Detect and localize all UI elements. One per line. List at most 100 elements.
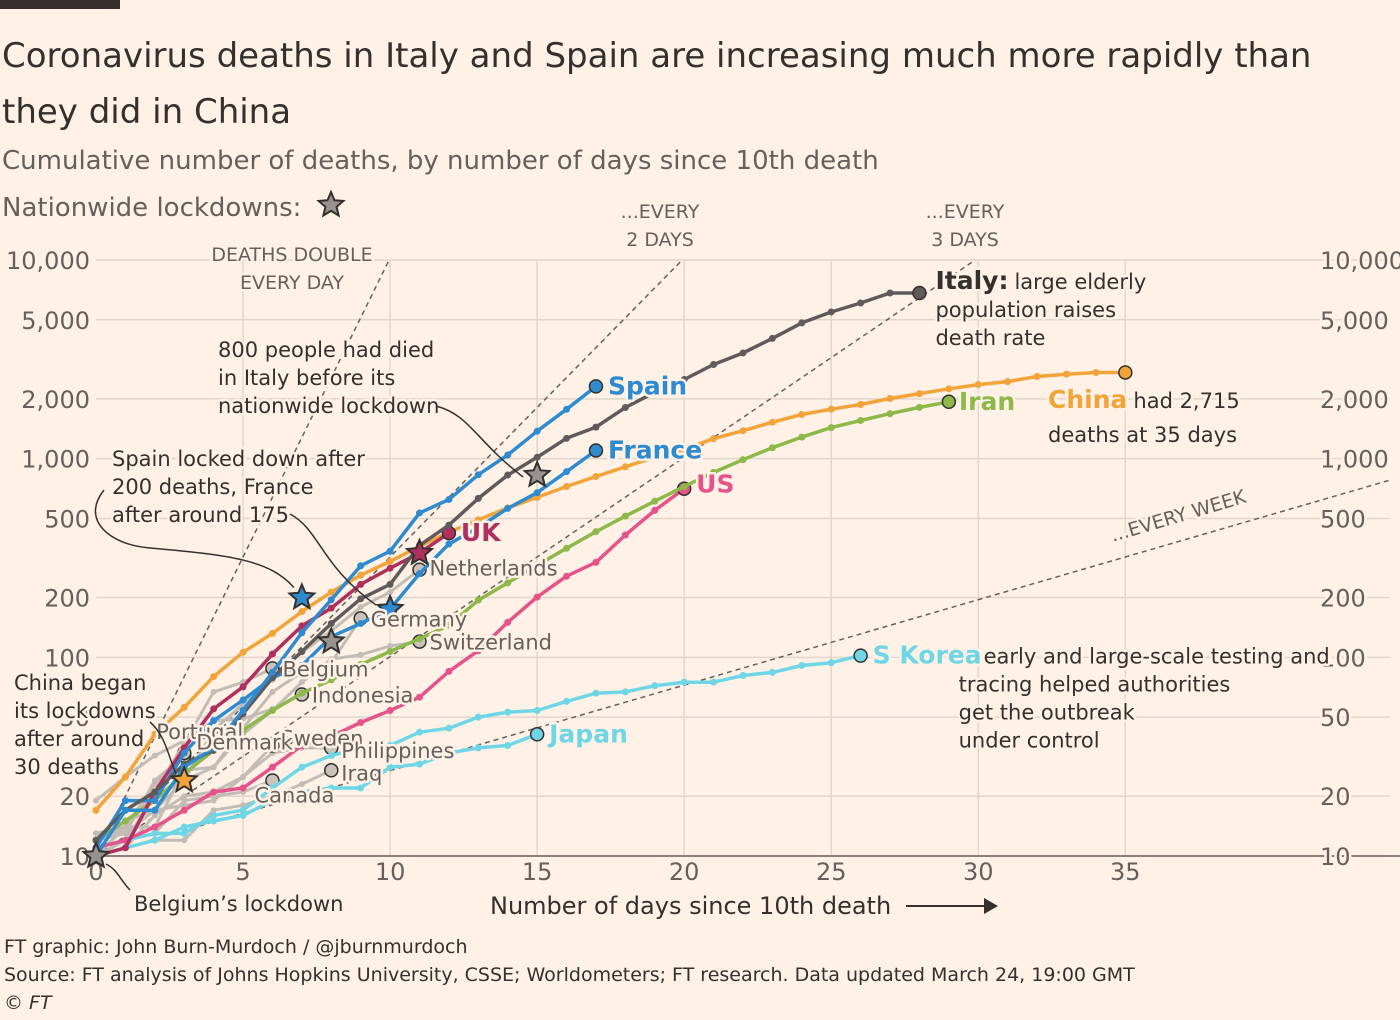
y-tick-label-left: 5,000 (21, 307, 90, 335)
series-point-spain (474, 471, 482, 479)
annotation-italy-lockdown: nationwide lockdown (218, 394, 439, 418)
label-germany: Germany (371, 607, 468, 631)
series-point-france (533, 489, 541, 497)
x-tick-label: 10 (375, 858, 406, 886)
series-point-italy (445, 521, 453, 529)
series-point-iran (445, 621, 453, 629)
series-point-iran (886, 410, 894, 418)
series-endpoint-china (1118, 365, 1133, 380)
series-point-switzerland (387, 643, 394, 650)
series-point-iran (327, 676, 335, 684)
series-point-france (151, 797, 159, 805)
series-point-china (92, 806, 100, 814)
series-point-s-korea (739, 672, 747, 680)
lockdown-star-icon (315, 190, 346, 218)
series-point-china (945, 385, 953, 393)
chart-subtitle: Cumulative number of deaths, by number o… (2, 146, 879, 176)
label-s-korea-note: under control (959, 729, 1100, 753)
y-tick-label-right: 5,000 (1320, 307, 1389, 335)
series-point-china (886, 394, 894, 402)
series-point-iraq (240, 802, 247, 809)
series-point-china (1092, 368, 1100, 376)
series-point-germany (210, 764, 217, 771)
series-point-spain (268, 668, 276, 676)
series-point-italy (857, 299, 865, 307)
series-point-iran (739, 456, 747, 464)
series-point-iraq (210, 807, 217, 814)
guide-line (95, 259, 390, 857)
series-point-france (121, 797, 129, 805)
series-point-s-korea (533, 706, 541, 714)
series-point-iran (563, 544, 571, 552)
series-point-italy (151, 788, 159, 796)
label-switzerland: Switzerland (430, 631, 553, 655)
series-point-uk (327, 604, 335, 612)
series-point-us (533, 593, 541, 601)
series-point-philippines (181, 802, 188, 809)
connector-china-lockdown (149, 721, 177, 775)
series-point-italy (710, 361, 718, 369)
series-point-italy (592, 423, 600, 431)
y-tick-label-right: 100 (1320, 644, 1366, 672)
series-point-s-korea (563, 697, 571, 705)
series-point-germany (269, 688, 276, 695)
series-point-france (504, 504, 512, 512)
series-point-s-korea (180, 829, 188, 837)
series-point-china (739, 427, 747, 435)
series-point-italy (298, 647, 306, 655)
series-point-s-korea (680, 678, 688, 686)
series-labels: Spain Italy: large elderly population raise… (154, 264, 1333, 810)
series-point-iran (915, 403, 923, 411)
x-axis-arrow-head (984, 898, 998, 914)
series-point-s-korea (651, 682, 659, 690)
series-point-s-korea (445, 724, 453, 732)
series-point-iran (680, 483, 688, 491)
series-point-us (180, 806, 188, 814)
series-point-s-korea (416, 728, 423, 736)
connector-france-lockdown (289, 513, 377, 606)
series-point-china (710, 435, 718, 443)
annotation-spain-france: after around 175 (112, 503, 289, 527)
chart-title: Coronavirus deaths in Italy and Spain ar… (2, 36, 1312, 132)
series-point-iran (121, 817, 129, 825)
series-point-france (563, 468, 571, 476)
series-point-china (386, 557, 394, 565)
series-point-us (151, 823, 159, 831)
series-point-france (239, 696, 247, 704)
series-point-iran (710, 468, 718, 476)
label-china: China (1048, 385, 1127, 414)
series-point-switzerland (93, 830, 99, 837)
series-point-spain (416, 509, 423, 517)
series-point-us (651, 506, 659, 514)
chart-area: 10 10 20 20 50 50 100 100 200 200 500 500 1,000 1,000… (6, 201, 1400, 920)
series-point-spain (445, 495, 453, 503)
series-point-italy (651, 388, 659, 396)
series-point-japan (268, 797, 276, 805)
series-point-iraq (181, 837, 188, 844)
label-italy-note: population raises (935, 298, 1116, 322)
series-point-iran (798, 433, 806, 441)
series-point-italy (327, 620, 335, 628)
series-point-japan (239, 811, 247, 819)
series-point-italy (798, 319, 806, 327)
series-point-uk (121, 844, 129, 852)
series-point-france (416, 570, 423, 578)
series-point-italy (680, 376, 688, 384)
series-point-china (1063, 370, 1070, 378)
series-point-sweden (181, 793, 188, 800)
footer-source: Source: FT analysis of Johns Hopkins Uni… (4, 964, 1135, 986)
footer-credit: FT graphic: John Burn-Murdoch / @jburnmu… (4, 936, 468, 958)
series-endpoint-japan (529, 727, 545, 742)
series-point-s-korea (327, 752, 335, 760)
lockdown-star-belgium (81, 840, 111, 869)
series-point-us (592, 558, 600, 566)
annotation-china-lockdown: its lockdowns (14, 699, 156, 723)
series-point-us (357, 718, 365, 726)
series-endpoint-italy (912, 285, 927, 301)
series-point-iraq (298, 781, 305, 788)
series-point-us (445, 667, 453, 675)
series-point-italy (92, 836, 100, 844)
label-uk: UK (461, 518, 502, 547)
series-point-us (416, 693, 423, 701)
label-denmark: Denmark (196, 731, 293, 755)
